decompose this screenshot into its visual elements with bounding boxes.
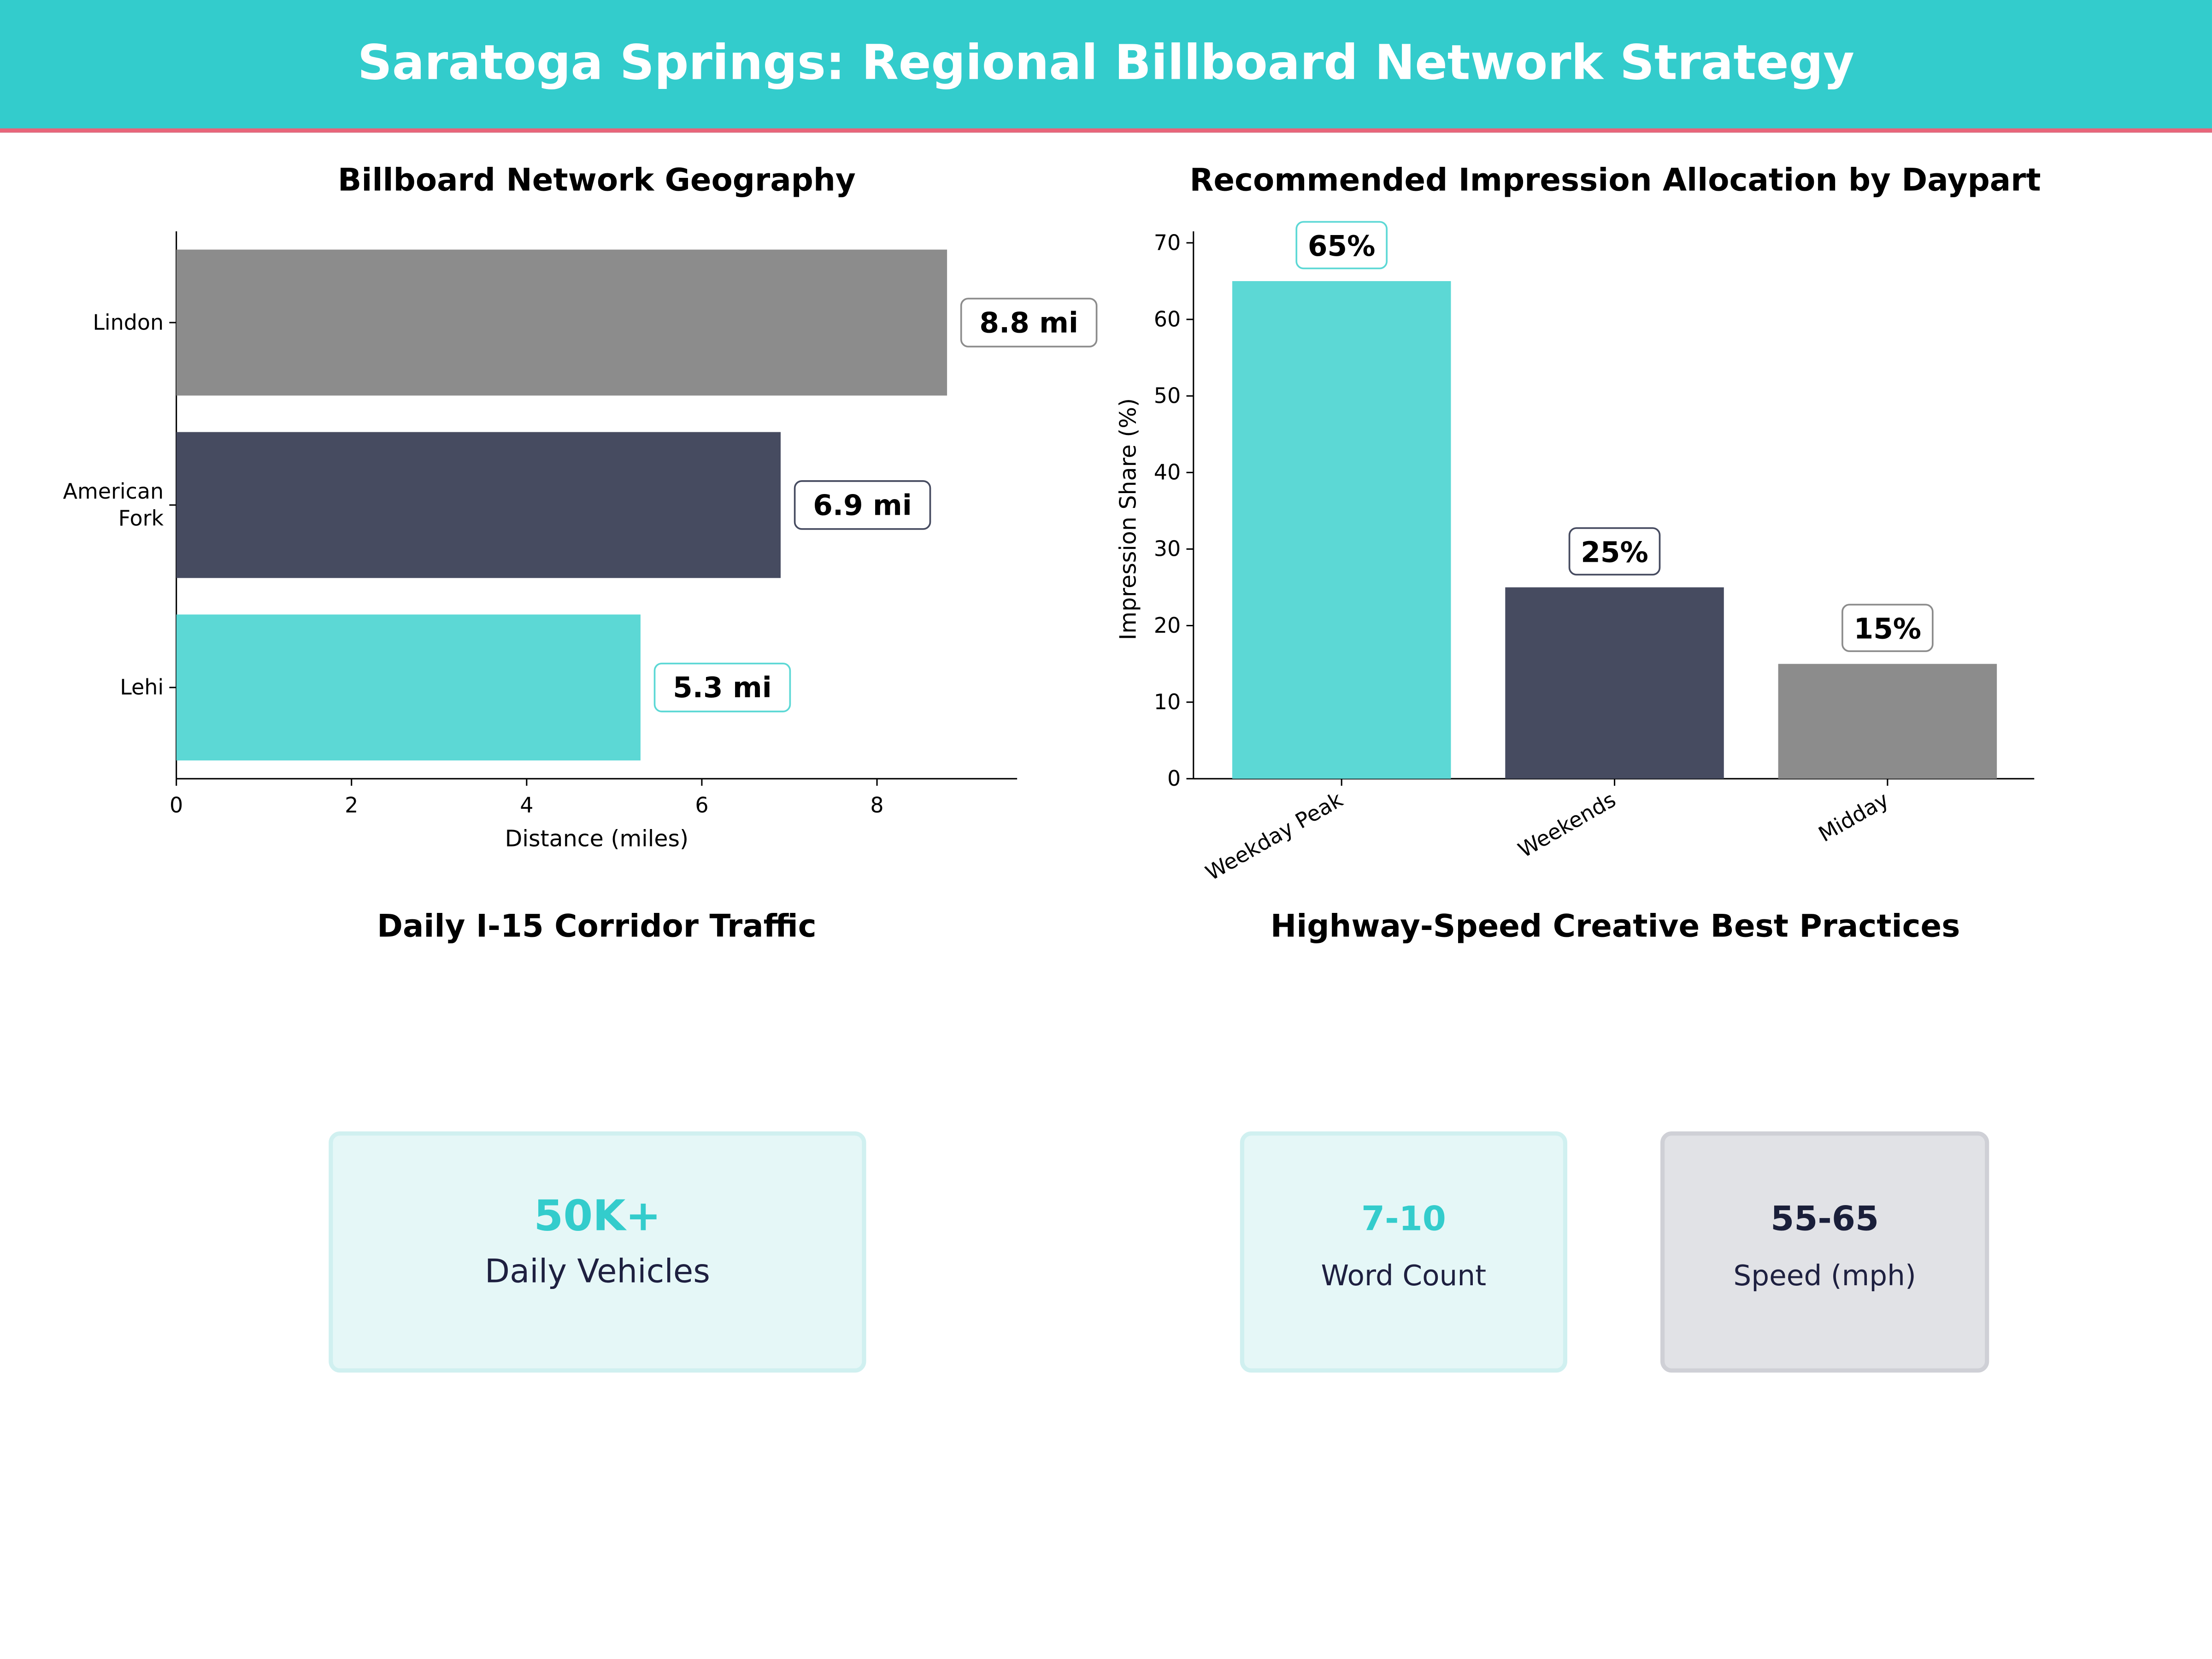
word-count-label: Word Count <box>1321 1258 1487 1293</box>
speed-value: 55-65 <box>1771 1199 1879 1239</box>
x-tick-label: Weekday Peak <box>1201 787 1347 885</box>
geography-chart: Lindon 8.8 mi American Fork 6.9 mi Lehi 5.3 mi… <box>63 231 1098 852</box>
y-tick-label: American Fork <box>63 479 164 530</box>
data-label-box <box>794 480 931 530</box>
data-label: 65% <box>1308 230 1376 263</box>
y-tick-label: Lehi <box>120 675 164 700</box>
x-tick-label: Midday <box>1814 787 1893 847</box>
bar-1 <box>1505 587 1724 779</box>
bar-0 <box>1232 281 1451 779</box>
traffic-card: 50K+ Daily Vehicles <box>329 1131 866 1373</box>
data-label-box <box>1568 527 1661 576</box>
y-tick-label: 20 <box>1154 613 1181 638</box>
daypart-chart-title: Recommended Impression Allocation by Day… <box>1189 164 2041 199</box>
bar-1 <box>176 432 781 578</box>
data-label-box <box>1841 604 1934 652</box>
x-tick-label: 2 <box>345 793 358 818</box>
y-tick-label: 30 <box>1154 536 1181 561</box>
x-tick-label: Weekends <box>1514 787 1620 863</box>
data-label-box <box>960 298 1098 347</box>
x-tick-label: 4 <box>520 793 533 818</box>
speed-label: Speed (mph) <box>1733 1258 1916 1293</box>
y-tick-label: 60 <box>1154 306 1181 331</box>
data-label: 25% <box>1581 536 1648 569</box>
data-label: 15% <box>1854 613 1922 646</box>
y-tick-label: 50 <box>1154 383 1181 408</box>
y-tick-label: 10 <box>1154 689 1181 714</box>
x-axis-label: Distance (miles) <box>505 826 688 852</box>
traffic-value: 50K+ <box>534 1192 661 1241</box>
traffic-title: Daily I-15 Corridor Traffic <box>377 910 817 946</box>
x-tick-label: 0 <box>170 793 183 818</box>
page-title: Saratoga Springs: Regional Billboard Net… <box>357 35 1854 92</box>
traffic-label: Daily Vehicles <box>484 1254 710 1291</box>
word-count-card: 7-10 Word Count <box>1240 1131 1567 1373</box>
data-label: 5.3 mi <box>673 671 772 704</box>
header-banner: Saratoga Springs: Regional Billboard Net… <box>0 0 2212 133</box>
geography-chart-title: Billboard Network Geography <box>338 164 856 199</box>
y-tick-label: 70 <box>1154 230 1181 255</box>
x-tick-label: 6 <box>695 793 708 818</box>
y-tick-label: 0 <box>1167 766 1181 791</box>
practices-title: Highway-Speed Creative Best Practices <box>1270 910 1960 946</box>
y-tick-label: 40 <box>1154 460 1181 485</box>
bar-2 <box>1778 664 1997 779</box>
word-count-value: 7-10 <box>1361 1199 1446 1239</box>
data-label-box <box>1295 221 1388 270</box>
bar-0 <box>176 249 947 396</box>
speed-card: 55-65 Speed (mph) <box>1660 1131 1989 1373</box>
y-tick-label: Lindon <box>93 310 164 335</box>
y-axis-label: Impression Share (%) <box>1115 398 1141 640</box>
bar-2 <box>176 614 641 761</box>
data-label: 6.9 mi <box>813 489 912 522</box>
data-label: 8.8 mi <box>979 306 1078 339</box>
data-label-box <box>653 662 791 712</box>
x-tick-label: 8 <box>870 793 883 818</box>
daypart-chart: 0 10 20 30 40 50 60 70 Impression Share (%) Weekd… <box>1115 221 2035 885</box>
